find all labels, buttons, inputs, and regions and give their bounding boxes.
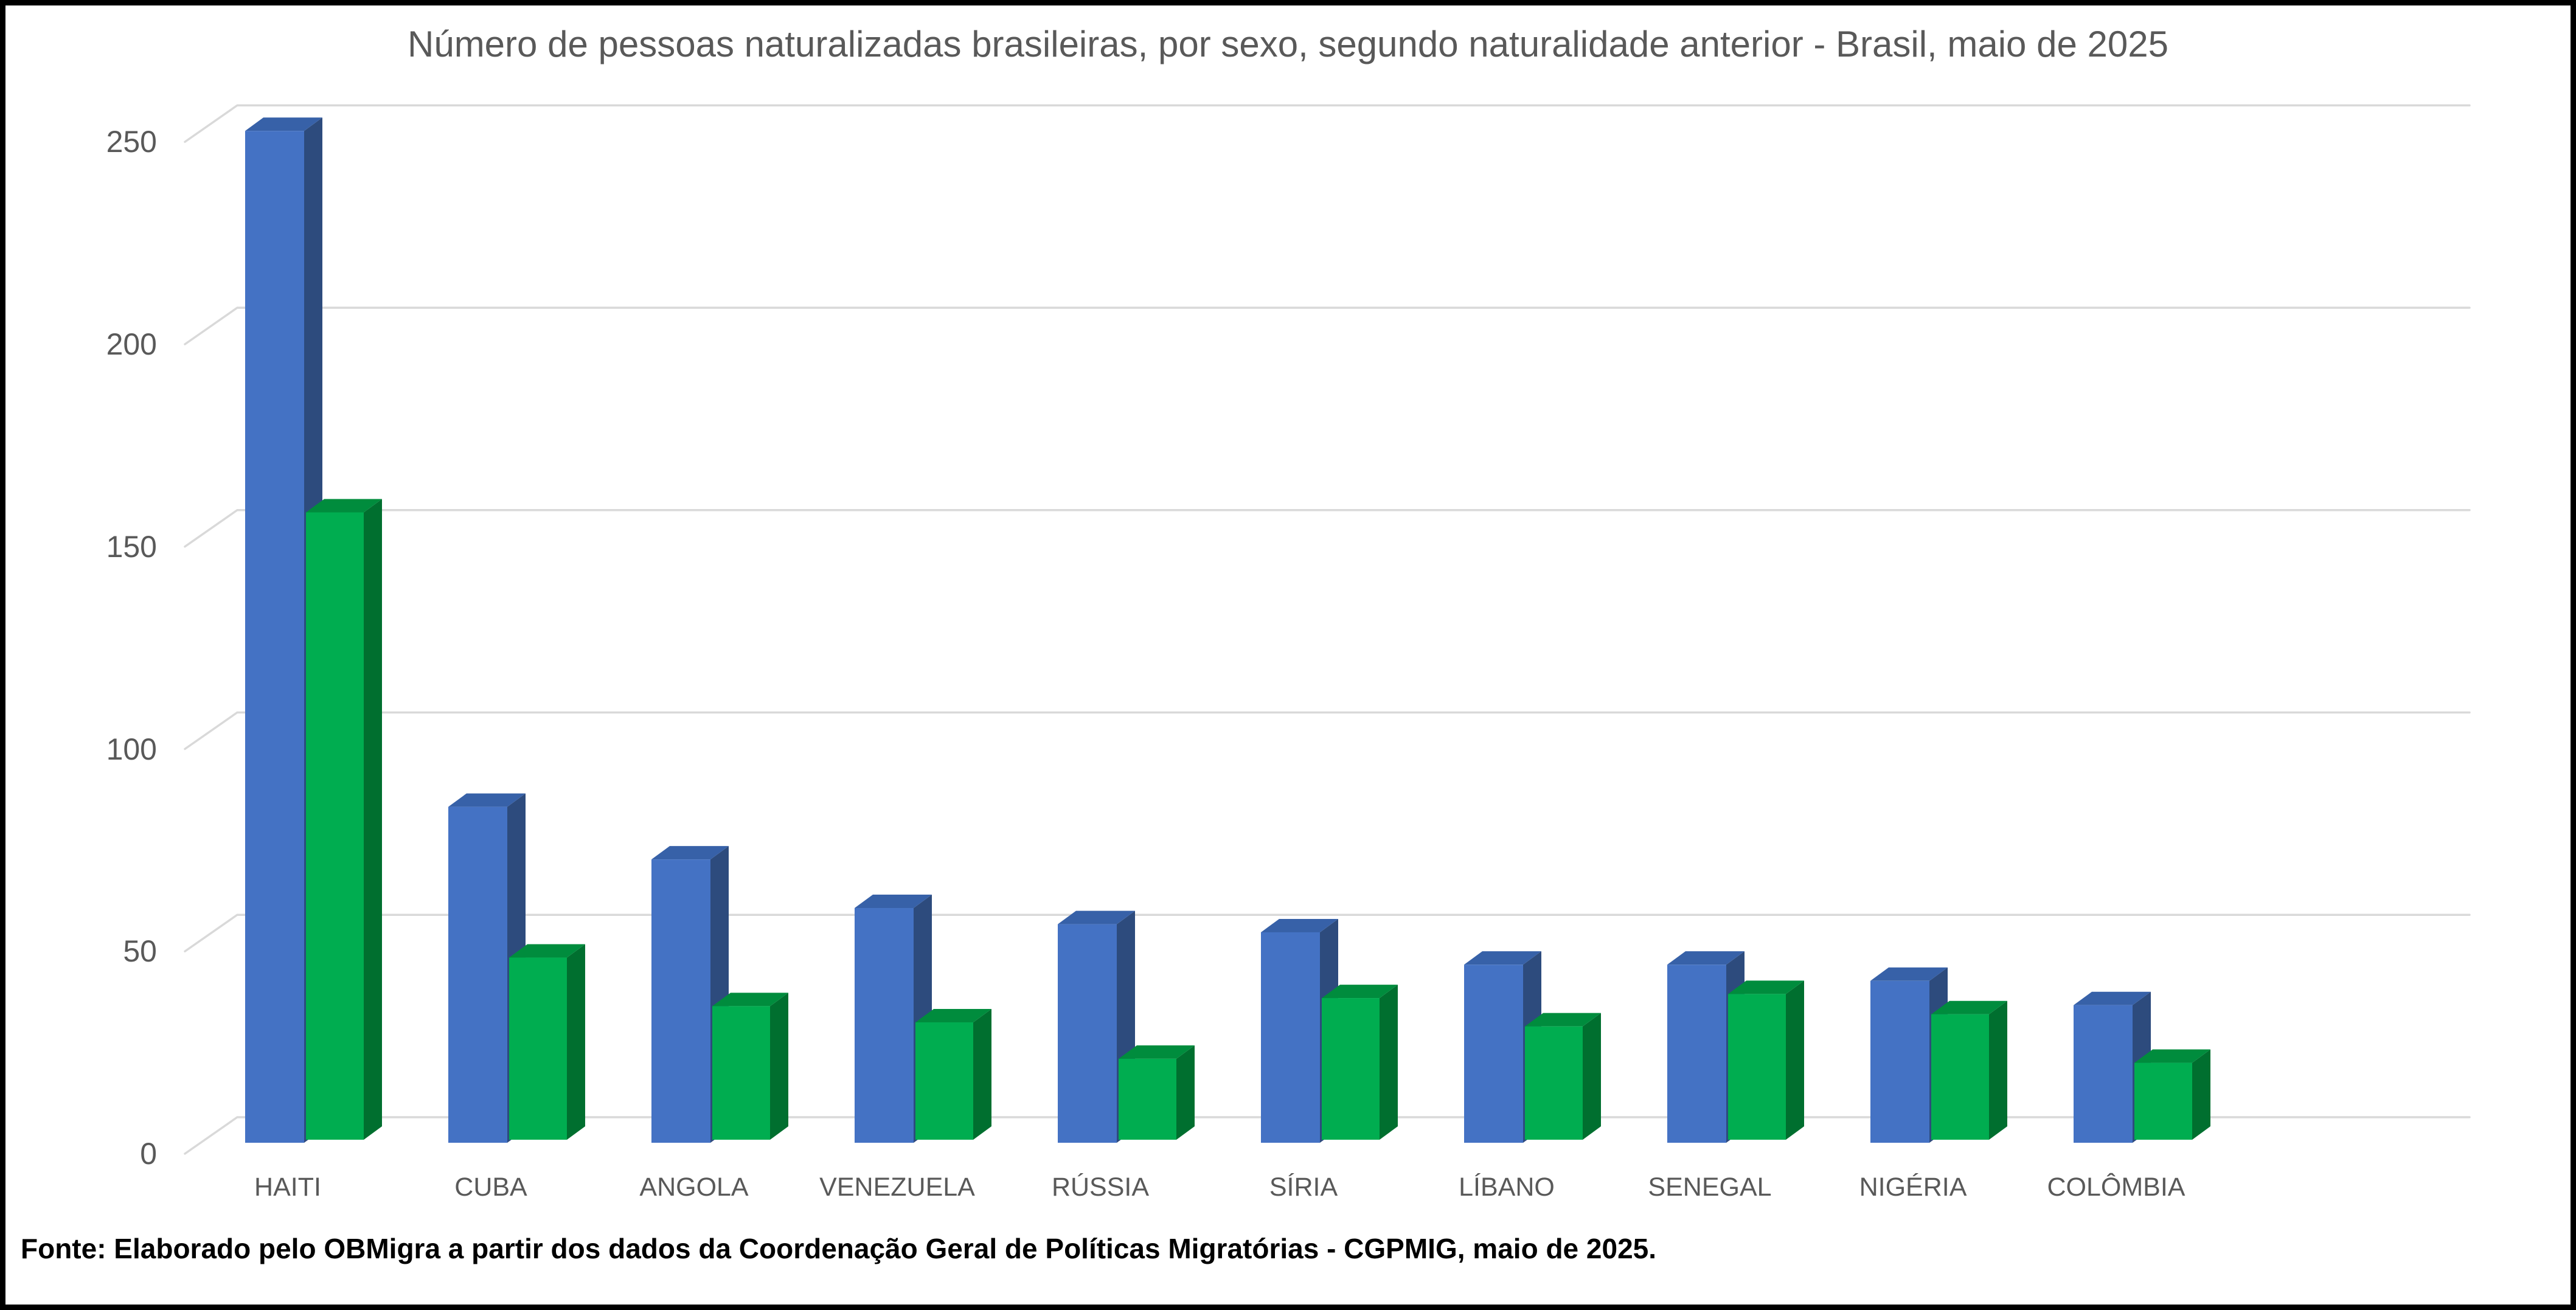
bar-síria-green-series [1322, 985, 1398, 1140]
x-category-label: LÍBANO [1459, 1173, 1555, 1202]
chart-title: Número de pessoas naturalizadas brasilei… [408, 24, 2168, 64]
gridline [184, 711, 2471, 750]
bar-líbano-green-series [1525, 1013, 1601, 1140]
bar-cuba-green-series [509, 944, 585, 1140]
bar-venezuela-green-series [915, 1009, 991, 1140]
x-category-label: ANGOLA [639, 1173, 749, 1202]
bar-líbano-blue-series [1464, 951, 1541, 1143]
bar-rússia-blue-series [1058, 910, 1135, 1143]
x-category-label: HAITI [254, 1173, 321, 1202]
gridline [184, 509, 2471, 548]
bar-rússia-green-series [1119, 1045, 1195, 1140]
source-note: Fonte: Elaborado pelo OBMigra a partir d… [21, 1233, 1657, 1264]
bar-nigéria-green-series [1931, 1000, 2007, 1140]
bar-colômbia-green-series [2134, 1049, 2210, 1140]
gridline [184, 104, 2471, 143]
x-category-label: COLÔMBIA [2047, 1173, 2185, 1202]
x-category-label: RÚSSIA [1051, 1173, 1150, 1202]
y-axis-tick-label: 100 [106, 732, 157, 766]
bar-haiti-green-series [306, 499, 382, 1140]
y-axis-tick-label: 250 [106, 125, 157, 159]
x-category-label: SÍRIA [1269, 1173, 1338, 1202]
y-axis-tick-label: 50 [123, 934, 157, 969]
y-axis-tick-label: 200 [106, 327, 157, 361]
bar-angola-green-series [712, 993, 788, 1140]
bar-senegal-green-series [1728, 980, 1804, 1140]
y-axis-tick-label: 150 [106, 529, 157, 564]
gridline [184, 307, 2471, 345]
bar-colômbia-blue-series [2074, 991, 2151, 1143]
x-category-label: VENEZUELA [819, 1173, 975, 1202]
y-axis-tick-label: 0 [140, 1137, 157, 1171]
gridline [184, 913, 2471, 952]
bar-angola-blue-series [651, 846, 729, 1143]
x-category-label: CUBA [454, 1173, 527, 1202]
x-category-label: NIGÉRIA [1859, 1173, 1967, 1202]
x-category-label: SENEGAL [1648, 1173, 1772, 1202]
